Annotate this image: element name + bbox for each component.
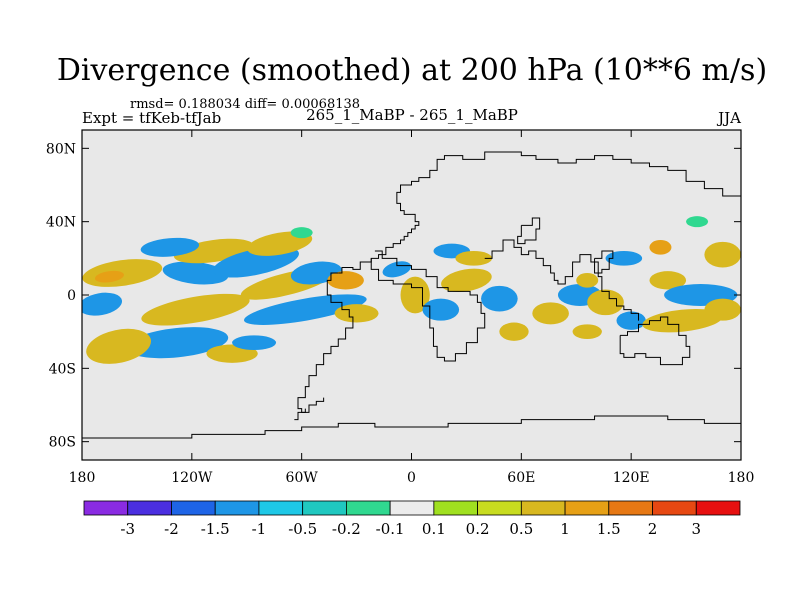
stats-label: rmsd= 0.188034 diff= 0.00068138 [130,97,360,112]
field-feature-26 [532,302,569,325]
x-tick-label-3: 0 [407,470,416,486]
colorbar-label-8: 0.2 [466,520,490,538]
field-feature-35 [649,240,672,255]
colorbar-swatch-10 [520,500,566,516]
field-feature-13 [82,292,123,316]
x-tick-label-4: 60E [507,470,535,486]
colorbar-swatch-3 [214,500,260,516]
field-feature-17 [334,304,379,323]
case-label: 265_1_MaBP - 265_1_MaBP [306,106,518,124]
y-tick-label-2: 0 [67,288,76,304]
colorbar-label-1: -2 [164,520,179,538]
field-feature-23 [455,251,493,266]
field-feature-40 [576,273,599,288]
colorbar-swatch-13 [652,500,697,516]
colorbar-label-5: -0.2 [332,520,361,538]
field-feature-39 [290,227,313,239]
colorbar-label-4: -0.5 [288,520,317,538]
colorbar-swatch-8 [433,500,479,516]
field-feature-37 [704,298,741,321]
colorbar-label-3: -1 [252,520,267,538]
field-feature-36 [605,251,643,266]
colorbar-label-12: 2 [648,520,658,538]
colorbar-swatch-6 [345,500,391,516]
field-feature-24 [481,285,518,312]
field-feature-11 [126,327,229,359]
x-tick-label-0: 180 [69,470,96,486]
field-feature-22 [441,268,492,293]
colorbar-label-11: 1.5 [597,520,621,538]
colorbar-swatch-4 [258,500,304,516]
land-outline-2 [370,250,486,362]
field-feature-31 [649,271,687,290]
colorbar-label-13: 3 [691,520,701,538]
colorbar-swatch-9 [477,500,522,516]
field-feature-20 [422,298,460,321]
colorbar-swatch-2 [171,500,216,516]
field-feature-28 [587,289,624,316]
colorbar-label-6: -0.1 [376,520,405,538]
y-tick-label-1: 40N [46,215,76,231]
land-outline-6 [294,408,306,421]
field-feature-16 [327,271,364,290]
field-feature-1 [94,270,124,283]
plot-area: 180 120W 60W 0 60E 120E 180 80N 40N 0 40S 80S [46,129,755,486]
field-feature-15 [232,335,277,350]
colorbar-swatch-5 [302,500,347,516]
colorbar-swatch-7 [389,500,435,516]
season-label: JJA [716,109,741,127]
field-feature-12 [86,328,152,364]
x-tick-label-1: 120W [171,470,213,486]
field-feature-30 [616,311,646,330]
x-tick-label-5: 120E [613,470,650,486]
colorbar-swatch-11 [564,500,610,516]
land-outline-8 [594,250,614,274]
x-tick-label-2: 60W [286,470,319,486]
chart-title: Divergence (smoothed) at 200 hPa (10**6 … [57,53,767,88]
x-tick-label-6: 180 [728,470,755,486]
field-feature-33 [642,308,723,333]
colorbar-label-7: 0.1 [422,520,446,538]
colorbar-swatch-12 [608,500,653,516]
land-outline-5 [82,415,741,439]
y-tick-label-4: 80S [49,435,76,451]
colorbar-swatch-0 [83,500,129,516]
field-feature-10 [141,293,250,326]
y-tick-label-3: 40S [49,361,76,377]
field-feature-6 [247,231,313,256]
land-outline-3 [484,239,639,321]
colorbar: -3 -2 -1.5 -1 -0.5 -0.2 -0.1 0.1 0.2 0.5 1 1.5 2 3 [83,500,741,538]
field-feature-29 [572,324,602,339]
experiment-label: Expt = tfKeb-tfJab [82,109,221,127]
field-feature-38 [686,216,709,228]
land-outline-4 [619,316,691,366]
field-feature-34 [704,241,741,268]
y-tick-label-0: 80N [46,141,76,157]
field-feature-4 [140,237,200,257]
colorbar-label-10: 1 [560,520,570,538]
colorbar-swatch-1 [127,500,172,516]
colorbar-swatch-14 [695,500,741,516]
colorbar-label-2: -1.5 [201,520,230,538]
colorbar-label-9: 0.5 [509,520,533,538]
land-outline-1 [297,272,354,413]
land-outline-0 [338,151,741,274]
field-feature-2 [162,261,229,285]
field-feature-25 [499,322,529,341]
colorbar-label-0: -3 [120,520,135,538]
land-outline-7 [517,217,541,245]
